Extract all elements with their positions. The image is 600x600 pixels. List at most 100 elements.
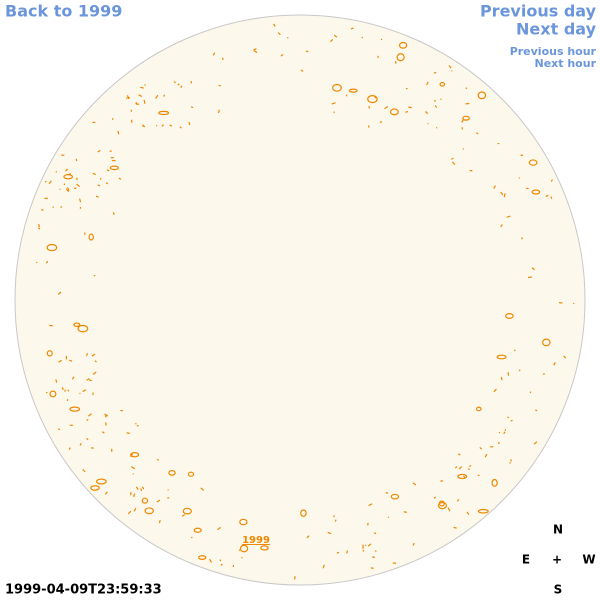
contour [65,168,69,172]
next-day-link[interactable]: Next day [516,20,597,39]
contour [545,194,549,198]
contour [63,174,74,180]
contour [126,432,130,434]
next-hour-link[interactable]: Next hour [535,57,597,70]
contour [361,36,364,39]
contour [95,195,99,198]
contour [467,468,470,471]
contour [66,187,70,191]
contour [387,516,390,519]
contour [130,452,140,458]
contour [450,157,454,160]
contour [69,406,81,412]
contour [88,233,94,241]
contour [367,95,378,104]
contour [433,99,437,102]
contour [169,124,173,127]
contour [75,158,78,162]
previous-hour-link[interactable]: Previous hour [510,45,597,58]
contour [509,462,511,464]
disk-year-link[interactable]: 1999 [242,535,270,546]
compass-east: E [522,553,530,567]
contour [426,81,429,86]
contour [327,531,332,535]
back-link[interactable]: Back to 1999 [5,2,122,21]
contour [277,32,281,36]
contour [198,555,207,560]
contour [94,360,97,363]
contour [177,83,180,86]
contour [82,389,87,393]
contour [373,532,377,535]
contour [461,119,464,123]
contour [48,180,52,185]
contour [187,471,195,477]
contour [457,453,461,456]
contour [212,52,216,56]
contour [82,469,86,473]
contour [112,212,115,215]
contour [140,86,144,89]
contour [331,102,336,105]
contour [531,189,541,195]
contour [209,558,213,563]
contour [503,431,506,435]
contour [484,453,488,458]
contour [217,109,220,114]
contour [500,376,503,381]
contour [104,413,109,417]
compass-west: W [582,553,595,567]
contour [143,99,146,104]
contour [88,413,92,417]
contour [55,170,58,173]
contour [462,475,466,478]
contour [553,362,556,366]
previous-day-link[interactable]: Previous day [480,2,597,21]
contour [86,352,89,356]
contour [385,491,389,494]
contour [334,519,337,522]
contour [105,182,109,185]
contour [348,88,358,93]
contour [510,459,512,462]
contour [394,61,397,64]
contour [542,338,551,347]
contour [138,94,143,98]
contour [200,487,205,491]
contour [437,501,448,510]
contour [104,415,107,418]
contour [475,406,482,412]
contour [173,81,176,84]
contour [465,87,468,90]
contour [475,132,479,135]
contour [180,85,183,89]
contour [506,215,511,218]
contour [156,499,161,503]
contour [163,94,166,97]
contour [345,94,348,97]
contour [531,267,535,271]
contour [46,350,53,357]
contour [217,526,221,531]
contour [389,108,399,116]
contour [89,379,92,382]
contour [253,50,258,54]
contour [144,507,154,515]
contour [280,53,284,57]
contour [161,124,165,127]
contour [451,161,456,166]
contour [535,409,538,412]
contour [440,98,442,101]
contour [491,478,498,487]
contour [362,549,365,552]
contour [396,53,405,62]
contour [379,121,383,124]
contour [300,69,304,72]
contour [91,353,96,357]
contour [500,191,504,196]
contour [68,447,71,450]
contour [439,81,446,87]
contour [510,419,513,422]
contour [117,130,120,135]
contour [384,105,389,110]
